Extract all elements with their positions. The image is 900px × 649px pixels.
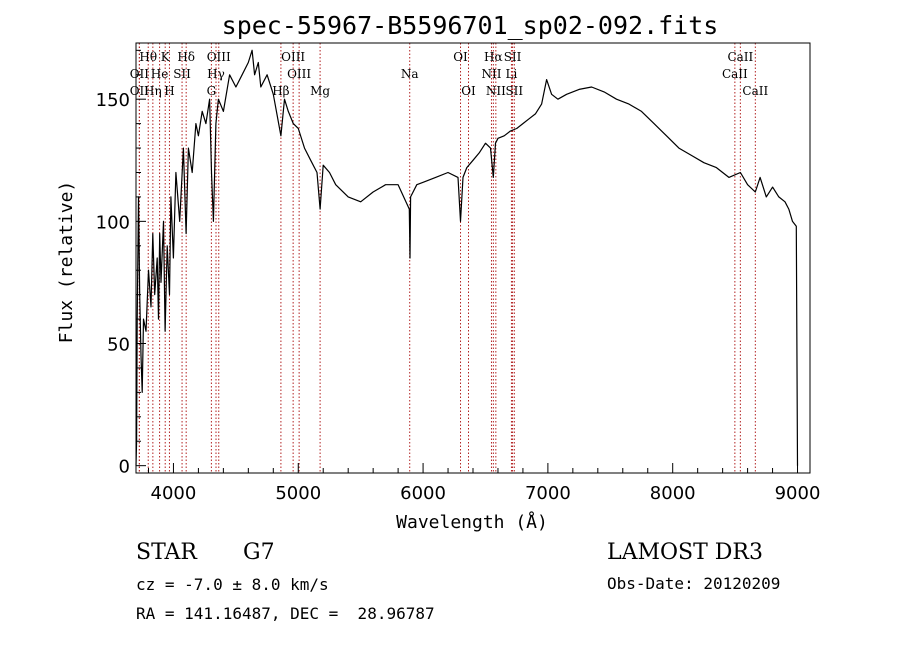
marker-label-25: CaII <box>727 50 753 64</box>
object-class: STAR <box>136 540 197 565</box>
marker-label-9: OIII <box>207 50 231 64</box>
coordinates-text: RA = 141.16487, DEC = 28.96787 <box>136 604 435 623</box>
x-tick-label-6000: 6000 <box>400 483 446 504</box>
marker-label-7: SII <box>173 67 191 81</box>
marker-label-10: Hγ <box>207 67 225 81</box>
y-tick-label-100: 100 <box>96 212 130 233</box>
spectral-subclass: G7 <box>243 540 275 565</box>
marker-label-15: Mg <box>310 84 330 98</box>
y-tick-label-50: 50 <box>107 335 130 356</box>
marker-label-23: Li <box>506 67 518 81</box>
x-tick-label-4000: 4000 <box>151 483 197 504</box>
marker-label-19: Hα <box>484 50 503 64</box>
y-axis: 0 50 100 150 <box>96 49 146 478</box>
marker-label-4: Hη <box>144 84 162 98</box>
marker-label-11: G <box>207 84 217 98</box>
marker-label-16: Na <box>401 67 419 81</box>
marker-label-21: NII <box>486 84 506 98</box>
x-tick-label-8000: 8000 <box>650 483 696 504</box>
marker-label-24: SII <box>505 84 523 98</box>
survey-name: LAMOST DR3 <box>607 540 763 565</box>
marker-label-0: Hθ <box>139 50 157 64</box>
marker-label-13: OIII <box>281 50 305 64</box>
y-tick-label-0: 0 <box>119 457 130 478</box>
x-tick-label-5000: 5000 <box>275 483 321 504</box>
observation-date: Obs-Date: 20120209 <box>607 574 781 593</box>
emission-line-markers <box>138 43 756 473</box>
marker-label-22: SII <box>504 50 522 64</box>
marker-label-3: He <box>151 67 169 81</box>
marker-label-5: K <box>161 50 171 64</box>
marker-label-14: OIII <box>287 67 311 81</box>
y-axis-label: Flux (relative) <box>56 181 77 344</box>
marker-label-26: CaII <box>722 67 748 81</box>
marker-label-18: OI <box>461 84 476 98</box>
chart-title: spec-55967-B5596701_sp02-092.fits <box>222 11 719 40</box>
y-tick-label-150: 150 <box>96 90 130 111</box>
x-tick-label-9000: 9000 <box>775 483 821 504</box>
redshift-text: cz = -7.0 ± 8.0 km/s <box>136 575 329 594</box>
x-axis: 4000 5000 6000 7000 8000 9000 <box>147 463 821 504</box>
marker-label-12: Hβ <box>272 84 289 98</box>
marker-label-8: Hδ <box>177 50 195 64</box>
x-axis-label: Wavelength (Å) <box>396 511 548 533</box>
marker-label-2: OII <box>130 84 150 98</box>
x-tick-label-7000: 7000 <box>525 483 571 504</box>
marker-label-6: H <box>164 84 174 98</box>
marker-label-1: OII <box>130 67 150 81</box>
marker-label-27: CaII <box>742 84 768 98</box>
plot-frame <box>135 42 811 474</box>
marker-label-17: OI <box>453 50 468 64</box>
marker-label-20: NII <box>481 67 501 81</box>
spectrum-line <box>135 49 799 466</box>
